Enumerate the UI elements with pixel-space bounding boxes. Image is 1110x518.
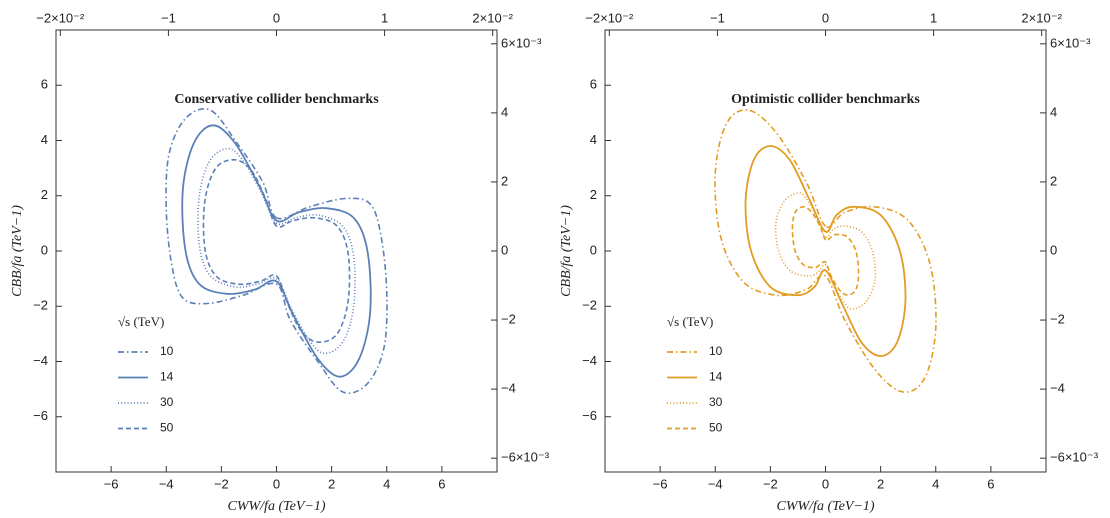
curve <box>791 205 860 297</box>
x2-tick-label: 0 <box>273 10 280 25</box>
y-tick-label: 6 <box>41 77 48 92</box>
legend-label: 10 <box>160 344 174 358</box>
chart-title: Optimistic collider benchmarks <box>731 92 920 107</box>
x-tick-label: −6 <box>653 476 668 491</box>
y-tick-label: 2 <box>590 187 597 202</box>
x-tick-label: 0 <box>822 476 829 491</box>
x-tick-label: −2 <box>214 476 229 491</box>
y-tick-label: 0 <box>590 242 597 257</box>
curve <box>197 147 356 355</box>
x2-tick-label: −1 <box>710 10 725 25</box>
y-tick-label: −2 <box>582 298 597 313</box>
x-tick-label: −6 <box>104 476 119 491</box>
x2-tick-label: −2×10⁻² <box>585 10 634 25</box>
y-tick-label: 2 <box>41 187 48 202</box>
x-tick-label: 0 <box>273 476 280 491</box>
x2-tick-label: 2×10⁻² <box>1021 10 1062 25</box>
y2-tick-label: 2 <box>501 173 508 188</box>
y2-tick-label: −2 <box>1050 312 1065 327</box>
legend-title: √s (TeV) <box>118 314 164 329</box>
legend-label: 30 <box>709 395 723 409</box>
y2-tick-label: −4 <box>501 381 516 396</box>
y2-tick-label: −6×10⁻³ <box>1050 450 1099 465</box>
x2-tick-label: 1 <box>381 10 388 25</box>
y-axis-label: CBB/fa (TeV−1) <box>10 205 25 297</box>
y2-tick-label: 0 <box>1050 242 1057 257</box>
x-tick-label: 6 <box>987 476 994 491</box>
curve <box>744 145 907 357</box>
legend-label: 50 <box>160 421 174 435</box>
curve <box>181 124 372 378</box>
curve <box>165 108 388 394</box>
y-tick-label: −6 <box>582 408 597 423</box>
curve <box>774 192 877 310</box>
y-tick-label: −4 <box>33 353 48 368</box>
x2-tick-label: 0 <box>822 10 829 25</box>
y-tick-label: 4 <box>41 132 48 147</box>
x2-tick-label: −1 <box>161 10 176 25</box>
y-tick-label: −2 <box>33 298 48 313</box>
curve <box>714 109 937 393</box>
x-tick-label: 4 <box>932 476 939 491</box>
panel: −6 −4 −2 0 2 4 6 −6 −4 −2 0 2 4 6 −2×10⁻² −1 0 1 2×10⁻² −6×… <box>10 10 550 514</box>
y2-tick-label: 2 <box>1050 173 1057 188</box>
y2-tick-label: 4 <box>1050 104 1057 119</box>
y-tick-label: −4 <box>582 353 597 368</box>
y-tick-label: 0 <box>41 242 48 257</box>
y-tick-label: 4 <box>590 132 597 147</box>
legend-title: √s (TeV) <box>667 314 713 329</box>
x-tick-label: −4 <box>708 476 723 491</box>
y-axis-label: CBB/fa (TeV−1) <box>559 205 574 297</box>
x-tick-label: −2 <box>763 476 778 491</box>
chart-title: Conservative collider benchmarks <box>174 92 379 107</box>
x2-tick-label: 2×10⁻² <box>472 10 513 25</box>
y-tick-label: 6 <box>590 77 597 92</box>
legend-label: 14 <box>709 370 723 384</box>
legend-label: 30 <box>160 395 174 409</box>
x2-tick-label: −2×10⁻² <box>36 10 85 25</box>
x-tick-label: 6 <box>438 476 445 491</box>
legend-label: 14 <box>160 370 174 384</box>
x-tick-label: 2 <box>877 476 884 491</box>
legend-label: 50 <box>709 421 723 435</box>
y-tick-label: −6 <box>33 408 48 423</box>
y2-tick-label: 0 <box>501 242 508 257</box>
x2-tick-label: 1 <box>930 10 937 25</box>
y2-tick-label: 4 <box>501 104 508 119</box>
curve <box>202 158 351 344</box>
y2-tick-label: 6×10⁻³ <box>501 35 542 50</box>
x-tick-label: −4 <box>159 476 174 491</box>
y2-tick-label: −2 <box>501 312 516 327</box>
x-tick-label: 4 <box>383 476 390 491</box>
legend-label: 10 <box>709 344 723 358</box>
x-axis-label: CWW/fa (TeV−1) <box>228 499 326 514</box>
x-tick-label: 2 <box>328 476 335 491</box>
x-axis-label: CWW/fa (TeV−1) <box>777 499 875 514</box>
panel: −6 −4 −2 0 2 4 6 −6 −4 −2 0 2 4 6 −2×10⁻² −1 0 1 2×10⁻² −6×… <box>559 10 1099 514</box>
y2-tick-label: −6×10⁻³ <box>501 450 550 465</box>
y2-tick-label: −4 <box>1050 381 1065 396</box>
y2-tick-label: 6×10⁻³ <box>1050 35 1091 50</box>
